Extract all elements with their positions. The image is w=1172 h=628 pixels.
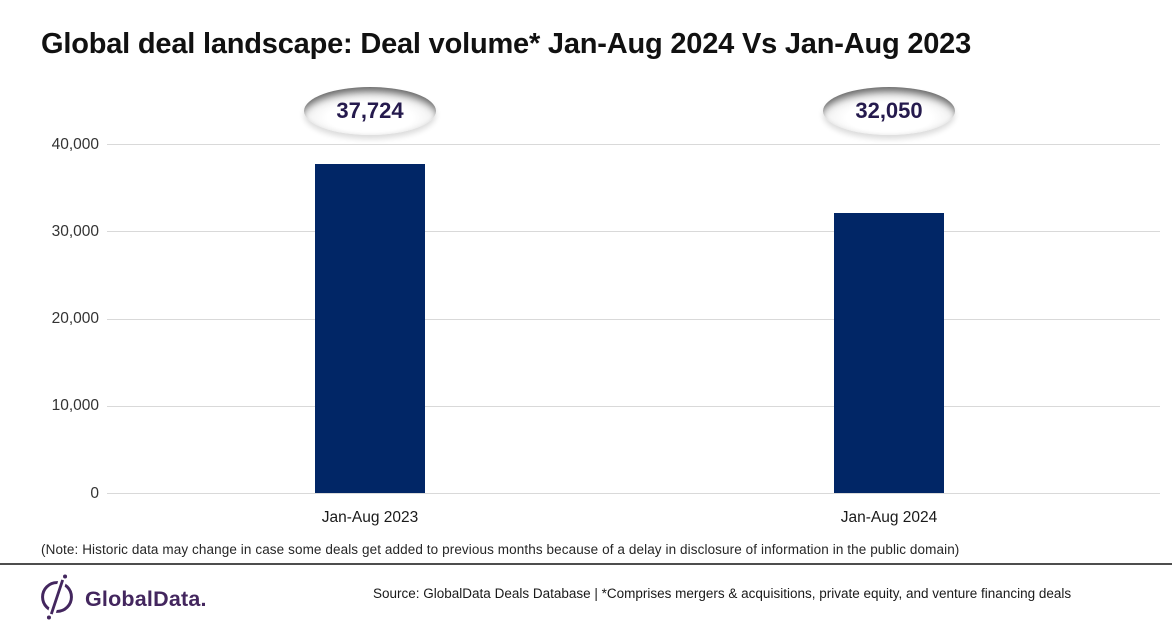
brand-logo-text: GlobalData.: [85, 587, 207, 611]
gridline: [107, 144, 1160, 145]
footnote: (Note: Historic data may change in case …: [41, 542, 960, 557]
chart-title: Global deal landscape: Deal volume* Jan-…: [41, 28, 972, 60]
bar-jan-aug-2024: [834, 213, 944, 493]
y-axis-tick-label: 40,000: [51, 135, 99, 153]
y-axis-tick-label: 0: [90, 484, 99, 502]
source-attribution: Source: GlobalData Deals Database | *Com…: [373, 586, 1072, 601]
bar-jan-aug-2023: [315, 163, 425, 493]
value-callout: 37,724: [304, 87, 436, 135]
gridline: [107, 231, 1160, 233]
gridline: [107, 405, 1160, 407]
x-axis-tick-label: Jan-Aug 2023: [321, 509, 419, 526]
y-axis-tick-label: 20,000: [51, 310, 99, 327]
y-axis-tick-label: 30,000: [51, 222, 99, 240]
gridline: [107, 318, 1160, 320]
globaldata-compass-icon: [36, 574, 78, 625]
gridline: [107, 493, 1160, 494]
footer-divider: [0, 563, 1172, 565]
brand-logo: GlobalData.: [36, 574, 207, 625]
x-axis-tick-label: Jan-Aug 2024: [840, 509, 938, 526]
value-callout: 32,050: [823, 87, 955, 135]
y-axis-tick-label: 10,000: [51, 397, 99, 415]
